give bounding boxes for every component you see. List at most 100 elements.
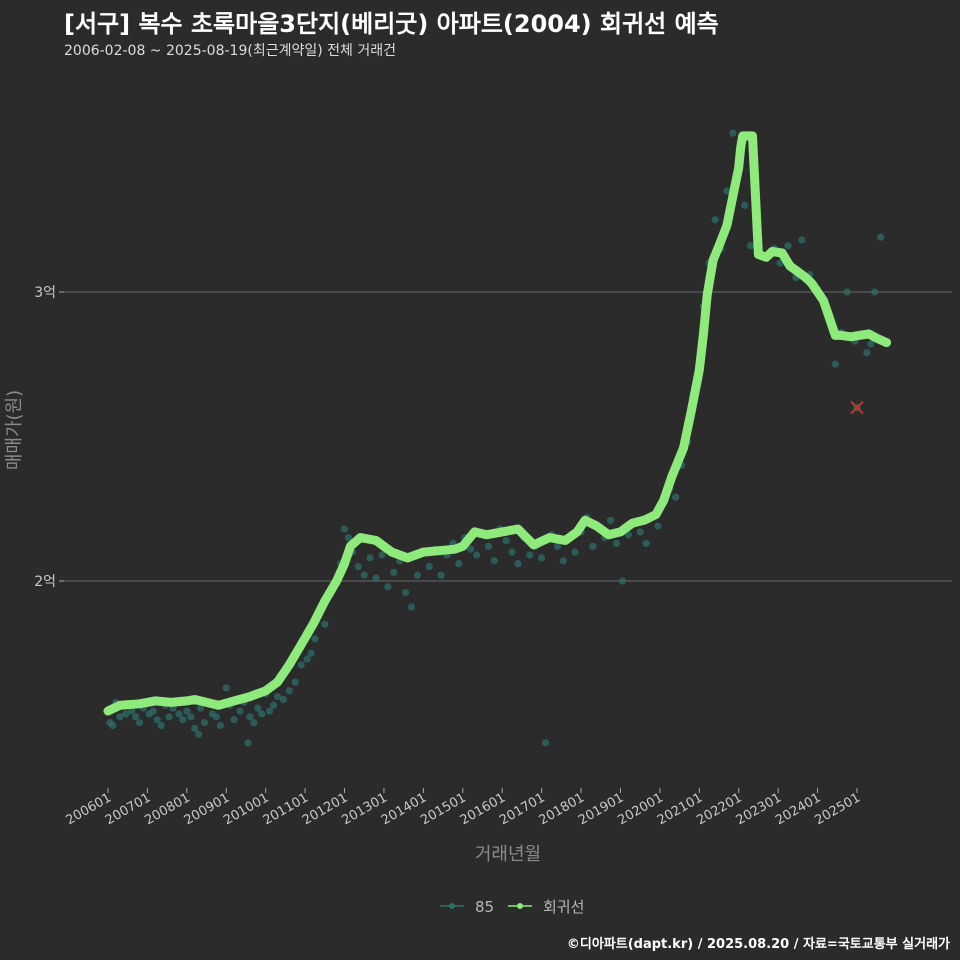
scatter-point-46 — [303, 655, 311, 663]
scatter-point-31 — [236, 707, 244, 715]
scatter-point-82 — [502, 536, 510, 545]
scatter-point-62 — [384, 583, 392, 591]
scatter-point-12 — [157, 721, 165, 730]
legend-item-85: 85 — [440, 898, 494, 916]
scatter-point-120 — [723, 187, 731, 195]
scatter-point-138 — [843, 288, 851, 296]
scatter-point-40 — [269, 701, 278, 709]
scatter-point-111 — [672, 493, 680, 501]
scatter-point-69 — [425, 562, 433, 571]
scatter-point-105 — [636, 528, 644, 536]
scatter-point-84 — [514, 560, 522, 568]
scatter-point-136 — [831, 360, 839, 368]
scatter-point-26 — [212, 713, 221, 721]
scatter-point-23 — [200, 719, 209, 727]
scatter-point-142 — [867, 340, 875, 348]
scatter-point-60 — [372, 574, 380, 582]
scatter-point-30 — [230, 716, 238, 724]
legend-item-regression: 회귀선 — [508, 898, 584, 916]
scatter-point-76 — [467, 545, 475, 553]
scatter-point-55 — [344, 534, 353, 542]
y-axis-ticks: 2억 3억 — [34, 285, 64, 590]
scatter-point-16 — [175, 710, 183, 718]
y-tick-label-1: 3억 — [34, 285, 56, 301]
scatter-point-67 — [413, 571, 422, 579]
x-axis-ticks: 2006012007012008012009012010012011012012… — [64, 788, 863, 828]
scatter-point-27 — [216, 721, 224, 730]
scatter-point-77 — [472, 551, 481, 559]
outlier-marker-0 — [850, 400, 864, 415]
legend-regression-label: 회귀선 — [543, 898, 584, 916]
scatter-point-37 — [258, 710, 266, 718]
scatter-point-50 — [321, 620, 329, 628]
scatter-point-1 — [109, 721, 117, 730]
scatter-point-44 — [291, 678, 299, 686]
scatter-point-10 — [149, 707, 157, 715]
scatter-point-47 — [307, 649, 315, 657]
scatter-point-20 — [191, 724, 199, 732]
scatter-point-100 — [607, 516, 615, 524]
scatter-point-88 — [538, 554, 546, 562]
scatter-point-71 — [437, 571, 445, 579]
scatter-point-89 — [541, 739, 550, 747]
scatter-point-21 — [195, 730, 203, 738]
scatter-point-92 — [559, 557, 567, 565]
scatter-point-6 — [131, 713, 140, 721]
regression-line — [103, 131, 892, 716]
scatter-point-18 — [183, 707, 191, 715]
scatter-point-144 — [877, 233, 885, 241]
scatter-point-86 — [526, 551, 534, 559]
scatter-point-65 — [402, 588, 410, 597]
scatter-point-124 — [746, 242, 755, 250]
scatter-point-108 — [654, 522, 662, 530]
scatter-point-43 — [285, 687, 293, 695]
scatter-point-11 — [153, 716, 161, 724]
scatter-point-7 — [135, 719, 144, 727]
scatter-point-83 — [508, 548, 516, 556]
scatter-point-48 — [311, 635, 319, 643]
outlier-markers — [850, 400, 864, 415]
scatter-point-79 — [484, 542, 493, 550]
scatter-point-94 — [571, 548, 579, 556]
scatter-point-129 — [784, 242, 792, 250]
scatter-point-4 — [122, 710, 130, 718]
scatter-point-121 — [729, 129, 737, 137]
scatter-point-5 — [128, 707, 136, 715]
scatter-point-143 — [871, 288, 879, 296]
legend: 85 회귀선 — [440, 898, 584, 916]
scatter-point-66 — [407, 603, 416, 611]
scatter-point-63 — [390, 568, 398, 576]
scatter-point-28 — [222, 684, 230, 692]
chart-subtitle: 2006-02-08 ~ 2025-08-19(최근계약일) 전체 거래건 — [64, 43, 396, 59]
legend-85-swatch-dot — [449, 903, 455, 909]
scatter-point-123 — [741, 201, 749, 209]
scatter-point-91 — [553, 542, 562, 550]
footer-credit: ©디아파트(dapt.kr) / 2025.08.20 / 자료=국토교통부 실… — [566, 937, 950, 952]
scatter-point-59 — [366, 554, 374, 562]
chart-title: [서구] 복수 초록마을3단지(베리굿) 아파트(2004) 회귀선 예측 — [64, 10, 719, 38]
scatter-point-41 — [273, 693, 282, 701]
scatter-point-45 — [297, 661, 305, 669]
scatter-point-97 — [589, 542, 597, 550]
grid-lines — [64, 291, 952, 582]
x-tick-label-19: 202501 — [813, 790, 863, 828]
scatter-point-3 — [116, 713, 124, 721]
scatter-point-118 — [711, 216, 719, 224]
scatter-point-39 — [266, 707, 274, 715]
scatter-point-61 — [378, 551, 386, 559]
scatter-points — [106, 129, 885, 747]
scatter-point-36 — [254, 704, 262, 712]
x-axis-label: 거래년월 — [475, 844, 541, 865]
scatter-point-35 — [250, 719, 258, 727]
legend-85-label: 85 — [475, 898, 494, 916]
scatter-point-57 — [354, 562, 362, 571]
scatter-point-101 — [612, 539, 621, 548]
y-tick-label-0: 2억 — [34, 574, 56, 590]
scatter-point-19 — [187, 713, 195, 721]
scatter-point-80 — [490, 557, 498, 565]
scatter-point-42 — [279, 695, 288, 704]
scatter-point-33 — [244, 739, 252, 747]
scatter-point-106 — [642, 539, 650, 548]
y-axis-label: 매매가(원) — [4, 390, 25, 470]
